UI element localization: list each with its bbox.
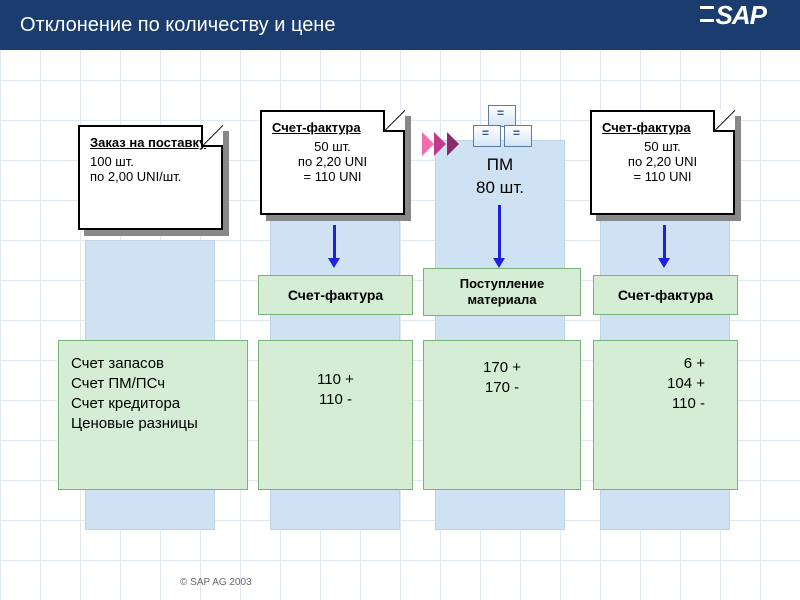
page-fold-icon [383,110,405,132]
doc2-title: Счет-фактура [272,120,393,135]
doc1-line1: 100 шт. [90,154,211,169]
sap-logo: SAP [700,0,766,30]
doc-invoice-1: Счет-фактура 50 шт. по 2,20 UNI = 110 UN… [260,110,405,215]
doc1-line2: по 2,00 UNI/шт. [90,169,211,184]
slide-title: Отклонение по количеству и цене [20,14,335,37]
copyright: © SAP AG 2003 [180,577,252,588]
doc-purchase-order: Заказ на поставку 100 шт. по 2,00 UNI/шт… [78,125,223,230]
doc1-title: Заказ на поставку [90,135,211,150]
page-fold-icon [713,110,735,132]
header-bar: Отклонение по количеству и цене SAP [0,0,800,50]
doc-invoice-2: Счет-фактура 50 шт. по 2,20 UNI = 110 UN… [590,110,735,215]
doc2-line2: по 2,20 UNI [272,154,393,169]
label-invoice-1: Счет-фактура [258,275,413,315]
g2-l2: 110 - [271,391,400,408]
page-fold-icon [201,125,223,147]
doc2-line3: = 110 UNI [272,169,393,184]
posting-col4: 6 + 104 + 110 - [593,340,738,490]
legend-l4: Ценовые разницы [71,415,235,432]
g3-l1: 170 + [436,359,568,376]
g4-l3: 110 - [606,395,725,412]
diagram-stage: Заказ на поставку 100 шт. по 2,00 UNI/шт… [0,50,800,560]
posting-col3: 170 + 170 - [423,340,581,490]
g2-l1: 110 + [271,371,400,388]
pm-label: ПМ [435,155,565,175]
goods-receipt-icon [468,105,538,155]
doc3-line1: 50 шт. [602,139,723,154]
arrow-down-icon [333,225,336,260]
legend-l2: Счет ПМ/ПСч [71,375,235,392]
pm-qty: 80 шт. [435,178,565,198]
label-invoice-2: Счет-фактура [593,275,738,315]
arrow-down-icon [663,225,666,260]
doc3-line2: по 2,20 UNI [602,154,723,169]
g4-l1: 6 + [606,355,725,372]
doc3-title: Счет-фактура [602,120,723,135]
legend-l1: Счет запасов [71,355,235,372]
arrow-down-icon [498,205,501,260]
g4-l2: 104 + [606,375,725,392]
accounts-legend: Счет запасов Счет ПМ/ПСч Счет кредитора … [58,340,248,490]
label-goods-receipt: Поступление материала [423,268,581,316]
posting-col2: 110 + 110 - [258,340,413,490]
legend-l3: Счет кредитора [71,395,235,412]
doc2-line1: 50 шт. [272,139,393,154]
g3-l2: 170 - [436,379,568,396]
logo-wrap: SAP [686,0,780,45]
doc3-line3: = 110 UNI [602,169,723,184]
